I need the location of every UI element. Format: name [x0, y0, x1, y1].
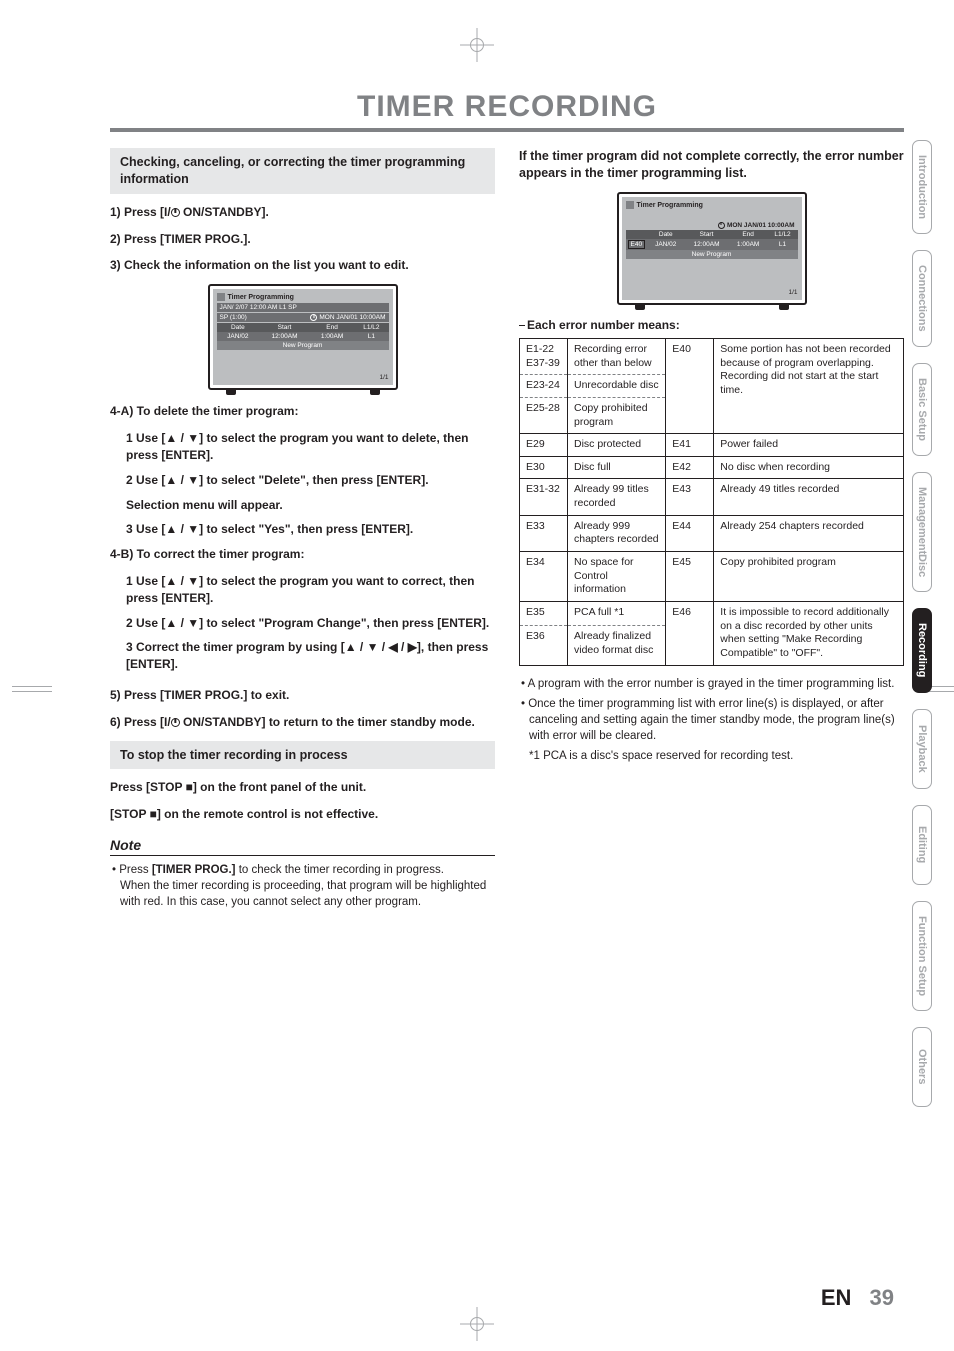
step-2: 2) Press [TIMER PROG.]. — [110, 231, 495, 248]
err-d: Copy prohibited program — [568, 397, 666, 433]
step-6: 6) Press [I/ ON/STANDBY] to return to th… — [110, 714, 495, 731]
note-body-1: • Press [TIMER PROG.] to check the timer… — [110, 862, 495, 878]
tv-screenshot-2: Timer Programming MON JAN/01 10:00AM Dat… — [617, 192, 807, 310]
err-c: E30 — [520, 456, 568, 479]
error-heading: Each error number means: — [519, 318, 904, 332]
power-icon — [171, 208, 180, 217]
err-c: E40 — [666, 338, 714, 433]
tab-basic-setup[interactable]: Basic Setup — [912, 363, 932, 456]
err-c: E43 — [666, 479, 714, 515]
step-4a-2: 2 Use [▲ / ▼] to select "Delete", then p… — [126, 472, 495, 489]
err-d: Already 49 titles recorded — [714, 479, 904, 515]
tab-others[interactable]: Others — [912, 1027, 932, 1107]
err-d: It is impossible to record additionally … — [714, 601, 904, 665]
stop-line-1: Press [STOP ■] on the front panel of the… — [110, 779, 495, 796]
err-d: Already 999 chapters recorded — [568, 515, 666, 551]
tv2-table: DateStartEndL1/L2 E40JAN/0212:00AM1:00AM… — [626, 230, 798, 250]
right-column: If the timer program did not complete co… — [519, 148, 904, 910]
err-d: Disc full — [568, 456, 666, 479]
step-4b: 4-B) To correct the timer program: — [110, 546, 495, 563]
page-footer: EN 39 — [821, 1285, 894, 1311]
tab-connections[interactable]: Connections — [912, 250, 932, 347]
tv2-title: Timer Programming — [637, 202, 703, 209]
step-4a-1: 1 Use [▲ / ▼] to select the program you … — [126, 430, 495, 464]
err-d: Already 99 titles recorded — [568, 479, 666, 515]
tv1-title: Timer Programming — [228, 294, 294, 301]
err-c: E44 — [666, 515, 714, 551]
err-d: Copy prohibited program — [714, 552, 904, 602]
err-d: No disc when recording — [714, 456, 904, 479]
err-c: E1-22E37-39 — [520, 338, 568, 374]
footer-lang: EN — [821, 1285, 852, 1310]
step-5: 5) Press [TIMER PROG.] to exit. — [110, 687, 495, 704]
err-c: E41 — [666, 434, 714, 457]
err-d: Some portion has not been recorded becau… — [714, 338, 904, 433]
err-c: E33 — [520, 515, 568, 551]
footer-page: 39 — [870, 1285, 894, 1310]
tab-recording[interactable]: Recording — [912, 608, 932, 692]
page-title: TIMER RECORDING — [110, 90, 904, 124]
err-d: Already 254 chapters recorded — [714, 515, 904, 551]
right-note-3: *1 PCA is a disc's space reserved for re… — [519, 748, 904, 764]
step-1: 1) Press [I/ ON/STANDBY]. — [110, 204, 495, 221]
step-4a-2b: Selection menu will appear. — [126, 497, 495, 514]
tab-playback[interactable]: Playback — [912, 709, 932, 789]
stop-line-2: [STOP ■] on the remote control is not ef… — [110, 806, 495, 823]
step-4b-3: 3 Correct the timer program by using [▲ … — [126, 639, 495, 673]
err-c: E46 — [666, 601, 714, 665]
left-column: Checking, canceling, or correcting the t… — [110, 148, 495, 910]
tab-introduction[interactable]: Introduction — [912, 140, 932, 234]
tv1-page: 1/1 — [217, 374, 389, 381]
title-rule — [110, 128, 904, 132]
tab-editing[interactable]: Editing — [912, 805, 932, 885]
step-3: 3) Check the information on the list you… — [110, 257, 495, 274]
step-4b-2: 2 Use [▲ / ▼] to select "Program Change"… — [126, 615, 495, 632]
heading-checking: Checking, canceling, or correcting the t… — [110, 148, 495, 194]
right-note-2: • Once the timer programming list with e… — [519, 696, 904, 744]
error-table: E1-22E37-39 Recording error other than b… — [519, 338, 904, 666]
err-c: E23-24 — [520, 375, 568, 398]
err-c: E35 — [520, 601, 568, 625]
err-d: Recording error other than below — [568, 338, 666, 374]
tv1-status2: SP (1:00) — [220, 314, 247, 321]
heading-error: If the timer program did not complete co… — [519, 148, 904, 182]
err-d: Unrecordable disc — [568, 375, 666, 398]
tv-screenshot-1: Timer Programming JAN/ 2/07 12:00 AM L1 … — [208, 284, 398, 395]
err-c: E36 — [520, 626, 568, 665]
tv2-page: 1/1 — [626, 289, 798, 296]
right-note-1: • A program with the error number is gra… — [519, 676, 904, 692]
tab-function-setup[interactable]: Function Setup — [912, 901, 932, 1011]
side-tabs: Introduction Connections Basic Setup Manage… — [912, 140, 932, 1107]
note-body-2: When the timer recording is proceeding, … — [110, 878, 495, 910]
power-icon-2 — [171, 718, 180, 727]
tv1-status: JAN/ 2/07 12:00 AM L1 SP — [220, 304, 297, 311]
tv1-clock: MON JAN/01 10:00AM — [319, 314, 385, 321]
step-4a: 4-A) To delete the timer program: — [110, 403, 495, 420]
err-d: Already finalized video format disc — [568, 626, 666, 665]
tv1-table: DateStartEndL1/L2 JAN/0212:00AM1:00AML1 — [217, 323, 389, 341]
err-d: PCA full *1 — [568, 601, 666, 625]
tab-disc-management[interactable]: ManagementDisc — [912, 472, 932, 593]
tv2-clock: MON JAN/01 10:00AM — [727, 222, 795, 229]
page-content: TIMER RECORDING Checking, canceling, or … — [0, 0, 954, 950]
crop-mark-bottom — [460, 1307, 494, 1341]
err-d: Disc protected — [568, 434, 666, 457]
step-4b-1: 1 Use [▲ / ▼] to select the program you … — [126, 573, 495, 607]
err-c: E42 — [666, 456, 714, 479]
err-c: E34 — [520, 552, 568, 602]
note-title: Note — [110, 837, 495, 856]
err-c: E25-28 — [520, 397, 568, 433]
err-c: E45 — [666, 552, 714, 602]
err-d: Power failed — [714, 434, 904, 457]
tv2-newprog: New Program — [626, 250, 798, 259]
right-notes: • A program with the error number is gra… — [519, 676, 904, 764]
heading-stop: To stop the timer recording in process — [110, 741, 495, 770]
tv1-newprog: New Program — [217, 341, 389, 350]
err-d: No space for Control information — [568, 552, 666, 602]
step-4a-3: 3 Use [▲ / ▼] to select "Yes", then pres… — [126, 521, 495, 538]
err-c: E29 — [520, 434, 568, 457]
err-c: E31-32 — [520, 479, 568, 515]
